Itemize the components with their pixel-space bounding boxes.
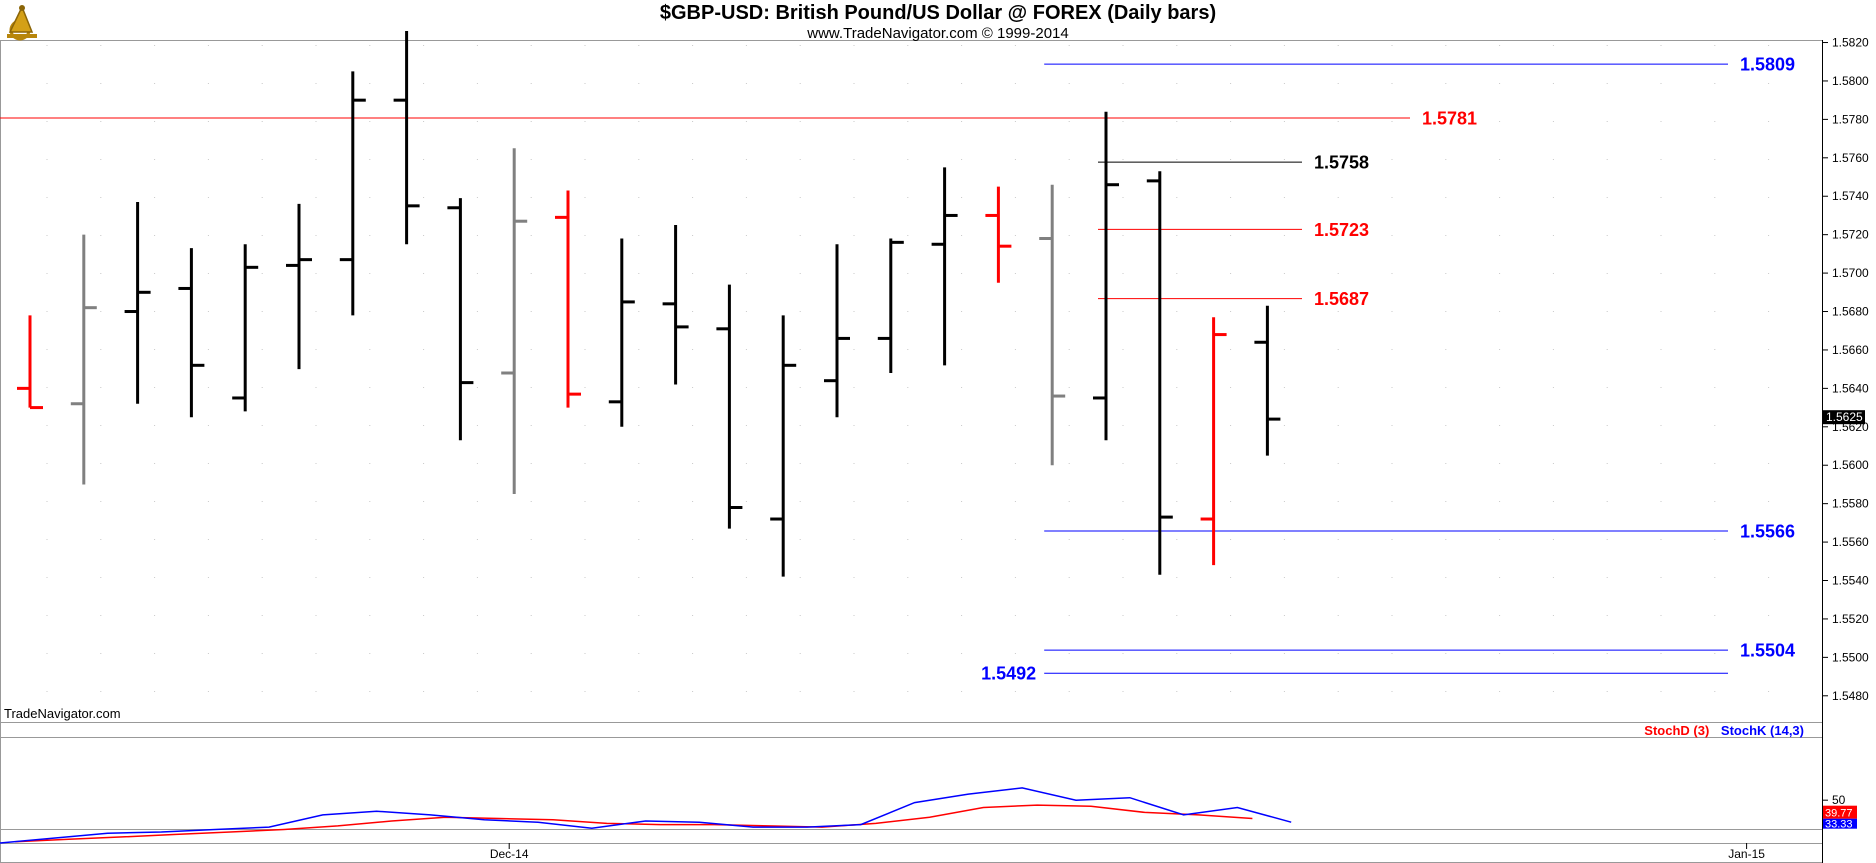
y-tick-label: 1.5680	[1832, 305, 1869, 319]
ohlc-bar	[1200, 317, 1227, 566]
y-tick-label: 1.5720	[1832, 228, 1869, 242]
ohlc-bar	[17, 315, 43, 410]
chart-title: $GBP-USD: British Pound/US Dollar @ FORE…	[659, 2, 1217, 24]
y-tick-label: 1.5760	[1832, 151, 1869, 165]
legend-stoch-k[interactable]: StochK (14,3)	[1720, 723, 1804, 738]
ohlc-bar	[232, 244, 259, 412]
y-tick-label: 1.5740	[1832, 189, 1869, 203]
stoch-k-line	[0, 787, 1292, 844]
chart-frame	[0, 40, 1823, 863]
y-tick-label: 1.5520	[1832, 612, 1869, 626]
ohlc-bar	[1093, 111, 1119, 441]
last-price-label: 1.5625	[1826, 410, 1863, 424]
level-label: 1.5687	[1314, 289, 1369, 309]
watermark: TradeNavigator.com	[4, 706, 121, 721]
trade-navigator-logo-icon[interactable]	[2, 2, 42, 42]
ohlc-bar	[931, 167, 958, 366]
level-label: 1.5809	[1740, 55, 1795, 75]
y-tick-label: 1.5580	[1832, 497, 1869, 511]
ohlc-bar	[555, 190, 581, 408]
y-tick-label: 1.5800	[1832, 74, 1869, 88]
stoch-d-badge	[1823, 805, 1857, 819]
price-bars	[17, 31, 1281, 577]
ohlc-bar	[286, 203, 312, 370]
stoch-k-badge	[1823, 818, 1857, 829]
y-tick-label: 1.5700	[1832, 266, 1869, 280]
ohlc-bar	[716, 284, 743, 529]
chart-subtitle: www.TradeNavigator.com © 1999-2014	[807, 25, 1069, 42]
ohlc-bar	[447, 198, 474, 441]
level-label: 1.5723	[1314, 220, 1369, 240]
price-axis: 1.5480 1.5500 1.5520 1.5540 1.5560 1.5580 1.56…	[1822, 36, 1869, 703]
ohlc-bar	[501, 148, 528, 495]
y-tick-label: 1.5540	[1832, 574, 1869, 588]
y-tick-label: 1.5560	[1832, 535, 1869, 549]
level-label: 1.5492	[981, 664, 1036, 684]
level-label: 1.5504	[1740, 641, 1795, 661]
level-label: 1.5566	[1740, 522, 1795, 542]
ohlc-bar	[1254, 305, 1281, 456]
ohlc-bar	[1039, 184, 1066, 466]
y-tick-label: 1.5820	[1832, 36, 1869, 50]
ohlc-bar	[877, 238, 904, 373]
time-axis: Dec-14 Jan-15	[490, 843, 1765, 861]
ohlc-bar	[393, 31, 420, 245]
y-tick-label: 1.5600	[1832, 458, 1869, 472]
x-tick-label: Dec-14	[490, 847, 529, 861]
stoch-k-value: 33.33	[1825, 819, 1853, 831]
level-label: 1.5758	[1314, 153, 1369, 173]
ohlc-bar	[824, 244, 850, 418]
y-tick-label: 1.5780	[1832, 112, 1869, 126]
legend-stoch-d[interactable]: StochD (3)	[1644, 723, 1710, 738]
indicator-legend: StochD (3) StochK (14,3)	[1636, 723, 1804, 738]
ohlc-bar	[70, 234, 97, 485]
level-label: 1.5781	[1422, 108, 1477, 128]
ohlc-bar	[178, 248, 205, 418]
stoch-d-value: 39.77	[1825, 808, 1853, 820]
chart-grid	[46, 45, 1770, 720]
price-levels: 1.5809 1.5781 1.5758 1.5723 1.5687 1.5566 1.55…	[0, 55, 1795, 684]
ohlc-bar	[985, 186, 1012, 283]
y-tick-label: 1.5500	[1832, 650, 1869, 664]
stoch-d-line	[14, 804, 1253, 843]
stoch-y-label: 50	[1832, 793, 1846, 807]
y-tick-label: 1.5480	[1832, 689, 1869, 703]
y-tick-label: 1.5640	[1832, 381, 1869, 395]
ohlc-bar	[124, 202, 151, 404]
last-price-badge	[1823, 410, 1865, 425]
ohlc-bar	[770, 315, 797, 577]
y-tick-label: 1.5660	[1832, 343, 1869, 357]
plot-border	[0, 40, 1823, 863]
ohlc-bar	[608, 238, 635, 427]
x-tick-label: Jan-15	[1728, 847, 1765, 861]
ohlc-bar	[1146, 171, 1173, 575]
ohlc-bar	[339, 71, 366, 316]
ohlc-bar	[662, 225, 689, 385]
